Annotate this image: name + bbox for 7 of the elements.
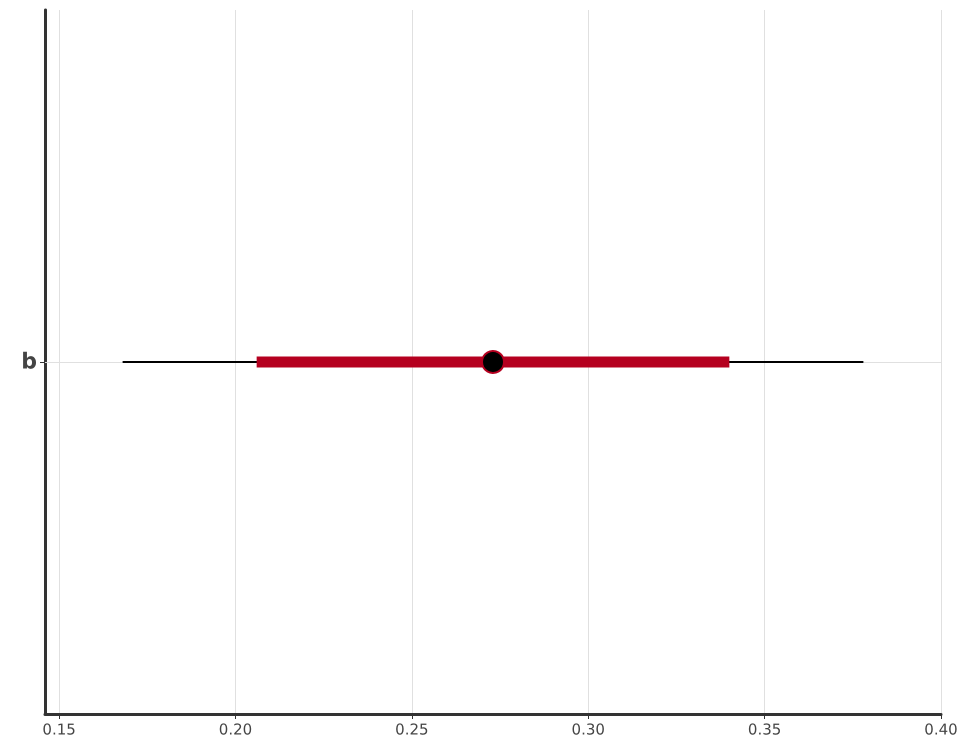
x-tick-label: 0.30 <box>572 720 605 738</box>
x-tick-label: 0.15 <box>42 720 76 738</box>
x-tick-label: 0.20 <box>218 720 252 738</box>
y-tick-label: b <box>21 350 37 374</box>
x-tick-label: 0.25 <box>395 720 429 738</box>
x-tick-label: 0.40 <box>924 720 958 738</box>
x-tick-label: 0.35 <box>748 720 782 738</box>
